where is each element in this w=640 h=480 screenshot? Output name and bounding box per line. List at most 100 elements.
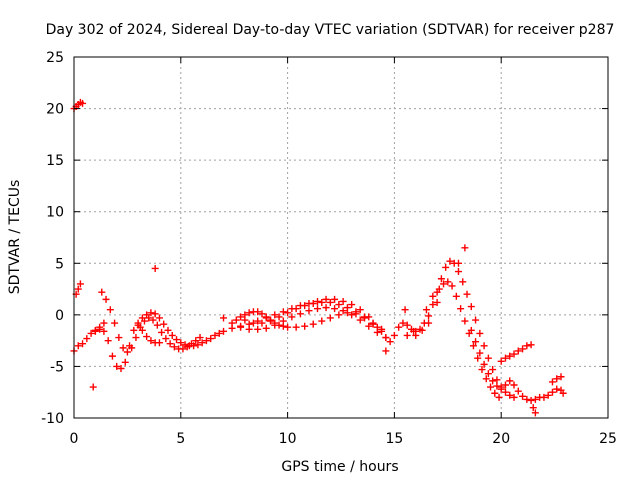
data-point [493, 382, 501, 390]
data-point [262, 313, 270, 321]
y-tick-label: 5 [55, 256, 64, 272]
data-point [519, 392, 527, 400]
y-tick-label: 20 [46, 102, 64, 118]
data-point [237, 313, 245, 321]
data-point [425, 312, 433, 320]
data-point [523, 395, 531, 403]
data-point [155, 314, 163, 322]
x-tick-label: 15 [385, 431, 403, 447]
data-point [267, 317, 275, 325]
data-point [134, 321, 142, 329]
data-point [173, 336, 181, 344]
data-point [557, 373, 565, 381]
data-point [478, 366, 486, 374]
data-point [104, 337, 112, 345]
y-tick-label: -10 [41, 411, 64, 427]
data-point [296, 310, 304, 318]
data-point [472, 316, 480, 324]
data-point [258, 310, 266, 318]
data-point [83, 335, 91, 343]
data-point [177, 339, 185, 347]
data-point [497, 357, 505, 365]
data-point [138, 326, 146, 334]
data-point [314, 297, 322, 305]
data-point [309, 300, 317, 308]
data-point [132, 334, 140, 342]
data-point [187, 340, 195, 348]
data-point [403, 321, 411, 329]
data-point [275, 313, 283, 321]
data-point [461, 317, 469, 325]
x-tick-label: 0 [70, 431, 79, 447]
data-point [501, 354, 509, 362]
data-point [523, 342, 531, 350]
data-point [476, 349, 484, 357]
data-point [288, 313, 296, 321]
data-point [553, 375, 561, 383]
data-point [433, 298, 441, 306]
data-point [179, 345, 187, 353]
data-point [403, 331, 411, 339]
data-point [487, 383, 495, 391]
data-point [459, 278, 467, 286]
data-point [444, 278, 452, 286]
data-point [401, 306, 409, 314]
data-point [422, 306, 430, 314]
data-point [326, 298, 334, 306]
data-point [79, 99, 87, 107]
data-point [170, 343, 178, 351]
data-point [74, 342, 82, 350]
grid [74, 57, 608, 418]
data-point [151, 310, 159, 318]
y-tick-label: -5 [50, 359, 64, 375]
data-point [168, 331, 176, 339]
data-point [348, 311, 356, 319]
data-point [480, 342, 488, 350]
data-point [102, 295, 110, 303]
data-point [457, 305, 465, 313]
y-tick-label: 15 [46, 153, 64, 169]
data-point [440, 280, 448, 288]
data-point [279, 317, 287, 325]
data-point [128, 344, 136, 352]
data-point [194, 341, 202, 349]
data-point [113, 362, 121, 370]
data-point [348, 301, 356, 309]
data-point [123, 348, 131, 356]
data-point [115, 334, 123, 342]
data-point [192, 337, 200, 345]
data-point [527, 341, 535, 349]
data-point [399, 319, 407, 327]
data-point [106, 306, 114, 314]
data-point [271, 321, 279, 329]
data-point [254, 317, 262, 325]
data-point [220, 314, 228, 322]
data-point [510, 381, 518, 389]
data-point [435, 285, 443, 293]
data-point [482, 375, 490, 383]
data-point [305, 307, 313, 315]
data-point [529, 404, 537, 412]
data-point [335, 311, 343, 319]
data-point [258, 319, 266, 327]
data-point [339, 307, 347, 315]
data-point [390, 331, 398, 339]
data-point [412, 331, 420, 339]
data-point [531, 395, 539, 403]
data-point [369, 319, 377, 327]
data-point [386, 338, 394, 346]
data-point [151, 264, 159, 272]
data-point [410, 327, 418, 335]
data-point [519, 345, 527, 353]
data-point [418, 326, 426, 334]
data-point [382, 334, 390, 342]
x-tick-label: 20 [492, 431, 510, 447]
data-point [198, 339, 206, 347]
data-point [467, 303, 475, 311]
data-point [442, 263, 450, 271]
data-point [322, 304, 330, 312]
data-point [271, 311, 279, 319]
data-point [429, 292, 437, 300]
data-point [472, 338, 480, 346]
data-point [506, 377, 514, 385]
